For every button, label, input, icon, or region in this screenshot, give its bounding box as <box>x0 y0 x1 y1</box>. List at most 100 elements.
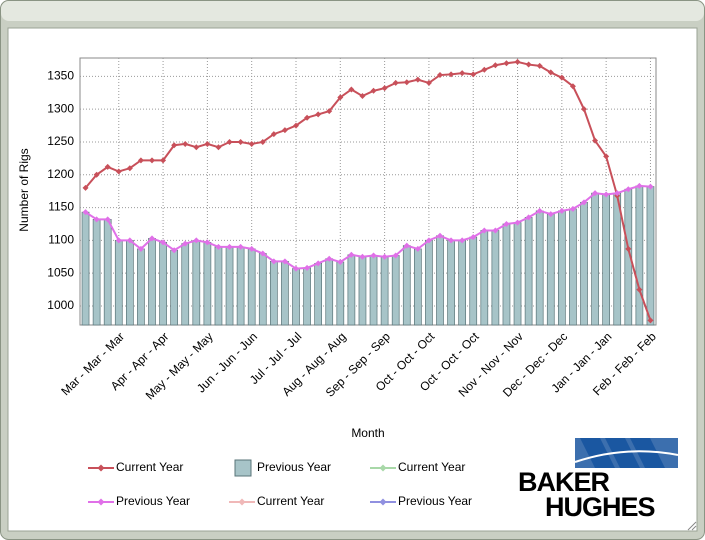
bar <box>557 210 566 326</box>
legend-swatch <box>379 464 387 472</box>
point <box>237 243 244 250</box>
bar <box>402 245 411 326</box>
bar <box>225 246 234 326</box>
bar <box>602 194 611 326</box>
bar <box>269 261 278 326</box>
point <box>470 234 477 241</box>
point <box>437 72 443 79</box>
bar <box>358 256 367 326</box>
point <box>348 251 355 258</box>
point <box>625 186 632 193</box>
bar <box>203 241 212 326</box>
point <box>636 286 643 293</box>
bar <box>369 255 378 326</box>
point <box>425 237 432 244</box>
resize-grip <box>687 521 697 531</box>
logo: BAKER HUGHES <box>518 438 679 522</box>
point <box>171 142 178 149</box>
bar <box>181 243 190 326</box>
bar <box>81 211 90 326</box>
point <box>226 243 233 250</box>
point <box>248 245 255 252</box>
point <box>348 86 355 93</box>
point <box>281 127 288 134</box>
point <box>437 232 443 239</box>
logo-text: HUGHES <box>545 492 655 522</box>
bar <box>513 222 522 326</box>
point <box>359 253 366 260</box>
point <box>470 71 477 78</box>
point <box>625 245 632 252</box>
point <box>193 144 200 151</box>
bar <box>569 208 577 326</box>
bar <box>480 230 489 326</box>
plot-area <box>79 57 657 326</box>
bar <box>524 217 533 326</box>
bar <box>325 258 334 326</box>
x-axis-title: Month <box>351 426 384 440</box>
point <box>592 137 599 144</box>
point <box>182 140 189 147</box>
bar <box>303 267 311 326</box>
point <box>137 245 144 252</box>
point <box>448 71 455 78</box>
point <box>337 94 344 101</box>
point <box>304 114 311 121</box>
point <box>581 106 587 113</box>
point <box>525 61 532 68</box>
bar <box>247 248 256 326</box>
point <box>425 79 432 86</box>
bar <box>192 240 201 326</box>
point <box>259 250 266 257</box>
point <box>293 122 299 129</box>
point <box>381 253 388 260</box>
point <box>459 70 466 77</box>
bar <box>535 210 544 326</box>
point <box>392 79 399 86</box>
point <box>82 209 89 216</box>
bar <box>546 213 555 326</box>
bar <box>425 240 433 326</box>
point <box>647 317 654 324</box>
point <box>636 182 643 189</box>
point <box>137 157 144 164</box>
point <box>536 207 543 214</box>
bar <box>447 240 455 326</box>
point <box>326 108 333 115</box>
point <box>614 190 621 197</box>
y-tick-label: 1150 <box>48 200 74 214</box>
bar <box>635 185 644 326</box>
y-axis-title: Number of Rigs <box>17 148 31 231</box>
point <box>326 255 333 262</box>
point <box>237 138 244 145</box>
point <box>547 69 554 76</box>
bar <box>380 256 389 326</box>
bar <box>292 268 300 326</box>
point <box>492 62 499 69</box>
legend-label: Previous Year <box>398 494 472 508</box>
bar <box>613 192 622 326</box>
bar <box>314 262 323 326</box>
point <box>569 83 576 90</box>
y-tick-label: 1000 <box>47 298 74 312</box>
y-tick-label: 1200 <box>47 167 74 181</box>
y-tick-label: 1300 <box>47 101 74 115</box>
bar <box>336 261 345 326</box>
point <box>370 252 377 259</box>
legend-label: Current Year <box>257 494 324 508</box>
point <box>647 183 654 190</box>
bar <box>170 249 179 326</box>
legend-swatch <box>97 498 105 506</box>
point <box>204 239 211 246</box>
bar <box>413 248 422 326</box>
point <box>414 76 421 83</box>
point <box>293 265 299 272</box>
bar <box>258 253 267 326</box>
point <box>204 140 211 147</box>
point <box>160 239 167 246</box>
point <box>315 260 322 267</box>
point <box>104 163 111 170</box>
point <box>525 214 532 221</box>
legend-label: Current Year <box>398 460 465 474</box>
y-tick-label: 1050 <box>47 265 74 279</box>
